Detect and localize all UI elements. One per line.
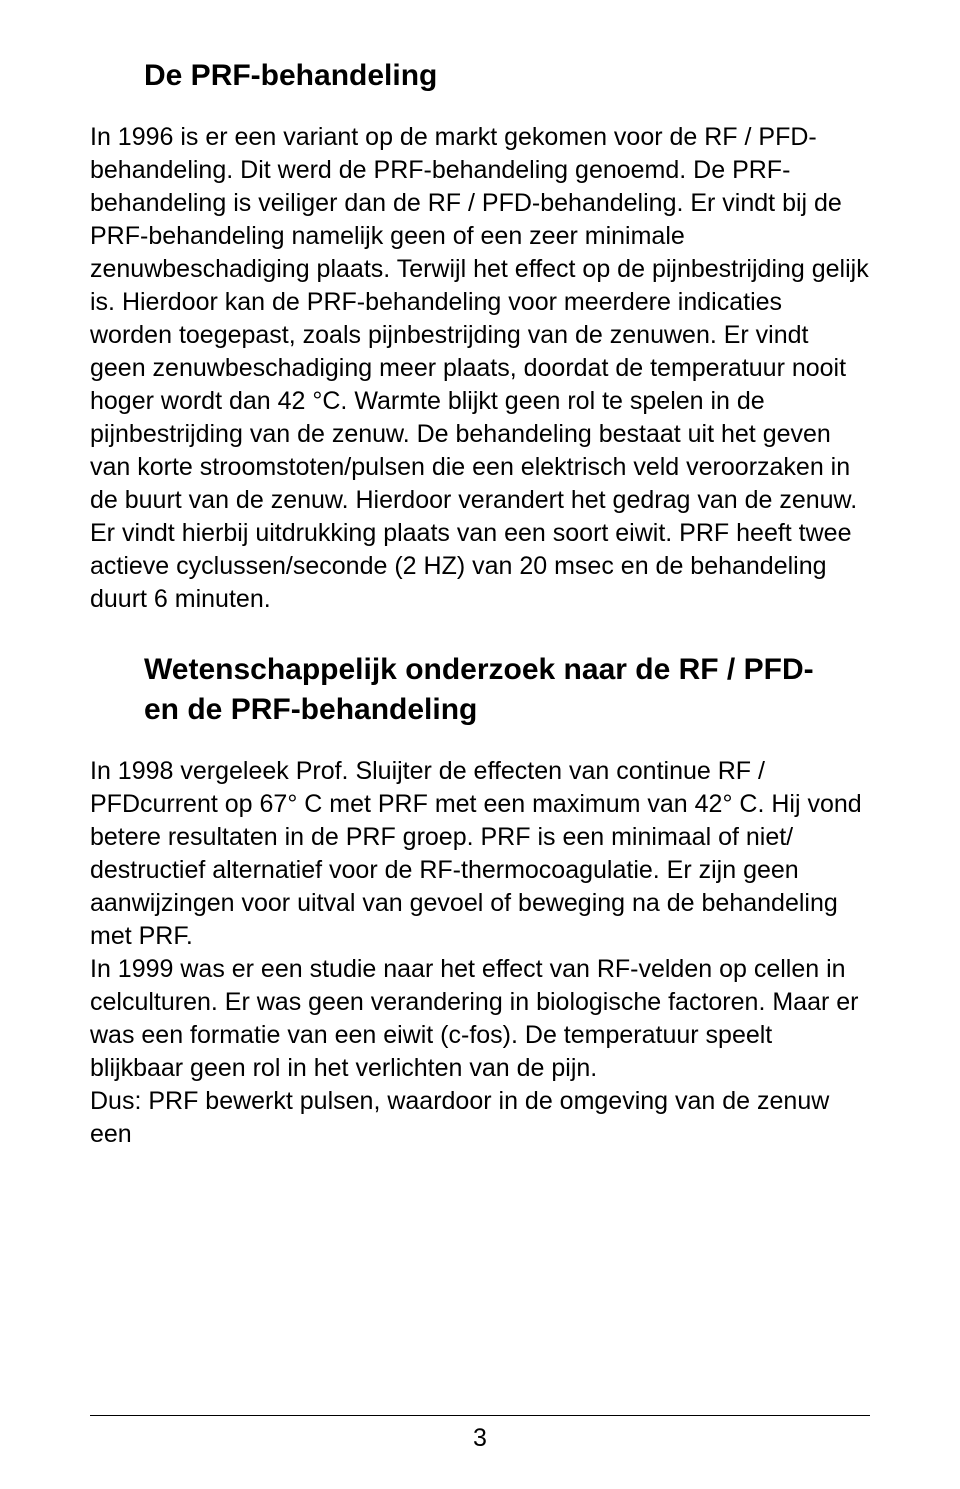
page-footer: 3 — [90, 1415, 870, 1453]
section-heading-prf: De PRF-behandeling — [144, 56, 870, 95]
document-page: De PRF-behandeling In 1996 is er een var… — [0, 0, 960, 1489]
section-heading-research: Wetenschappelijk onderzoek naar de RF / … — [144, 650, 870, 729]
body-paragraph-3: In 1999 was er een studie naar het effec… — [90, 953, 870, 1085]
body-paragraph-1: In 1996 is er een variant op de markt ge… — [90, 121, 870, 616]
page-number: 3 — [90, 1424, 870, 1453]
body-paragraph-4: Dus: PRF bewerkt pulsen, waardoor in de … — [90, 1085, 870, 1151]
footer-rule — [90, 1415, 870, 1416]
body-paragraph-2: In 1998 vergeleek Prof. Sluijter de effe… — [90, 755, 870, 953]
